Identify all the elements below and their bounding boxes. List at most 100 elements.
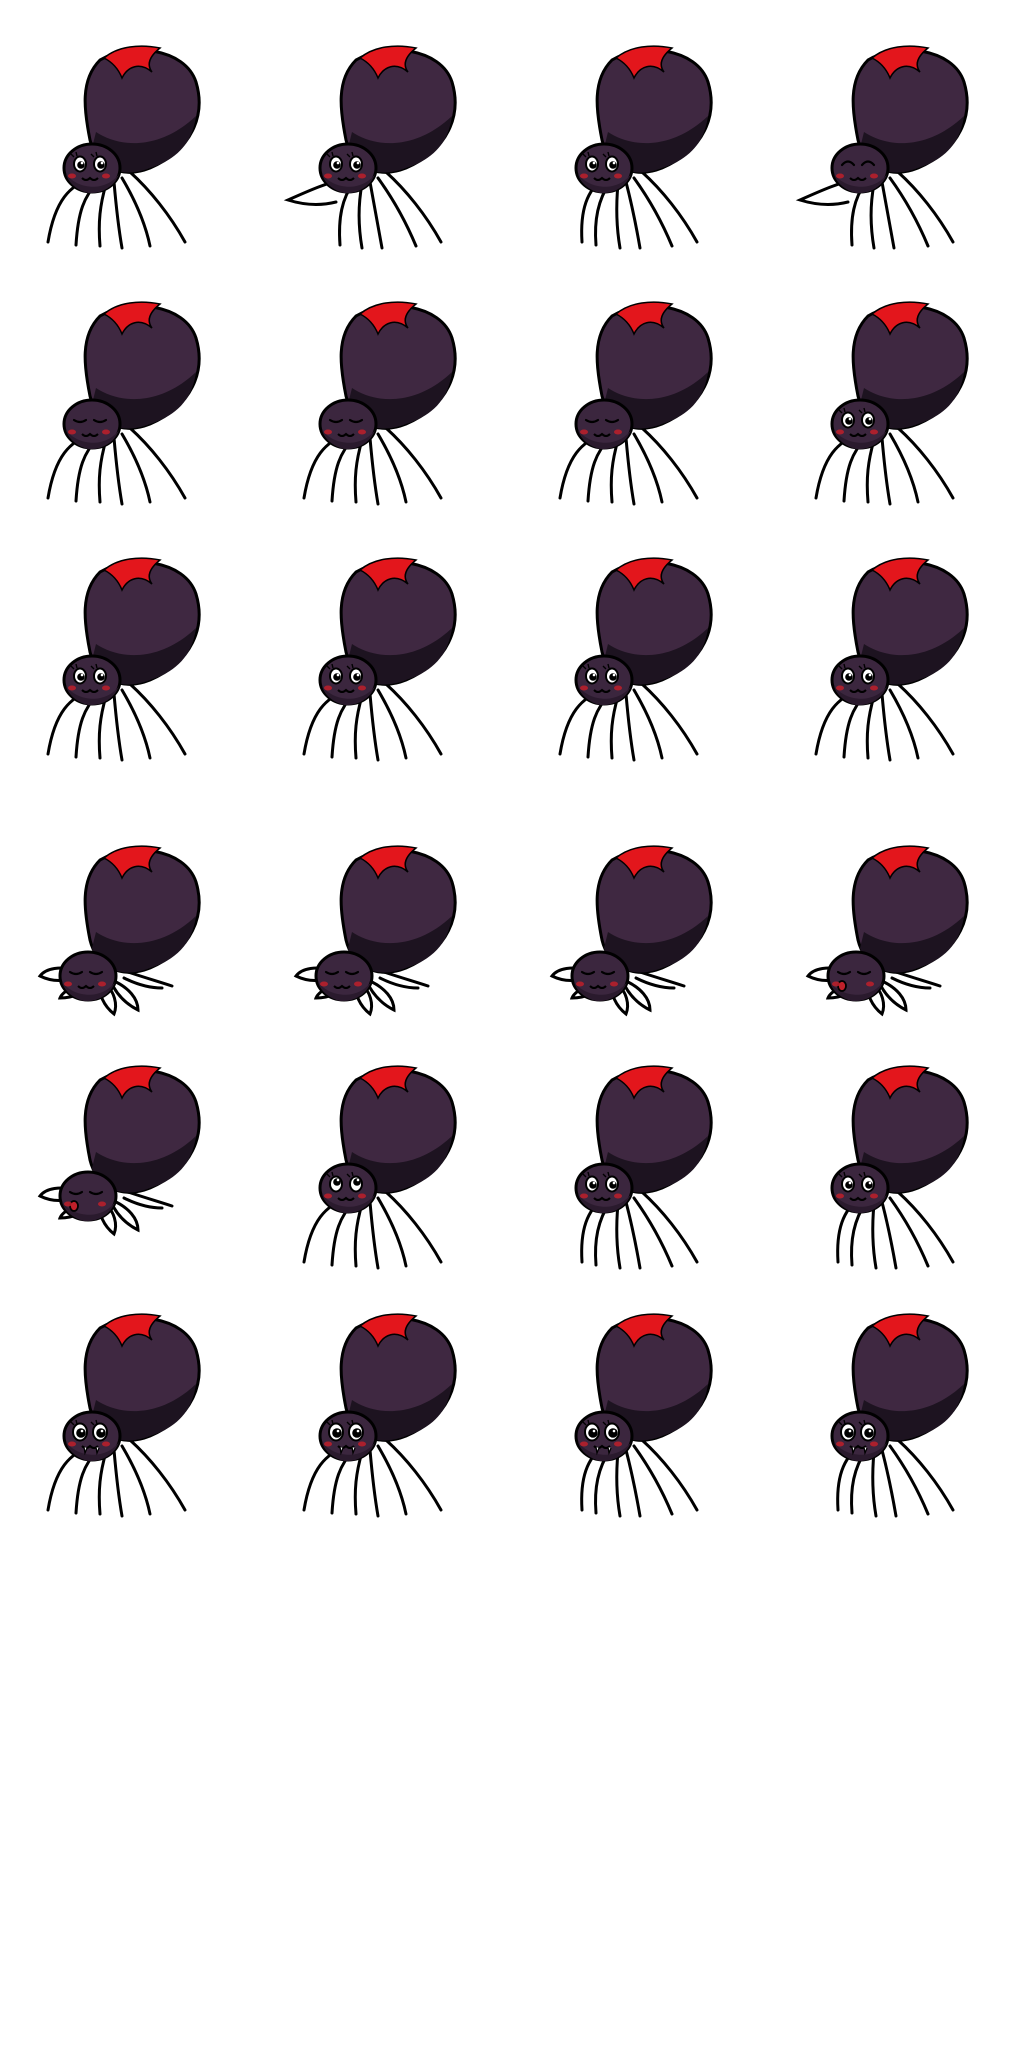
right-eye-glint [100,1429,104,1433]
leg-4 [624,180,642,250]
mouth [849,176,867,181]
red-marking [358,845,418,880]
left-lashes [582,1171,590,1178]
blush-left [580,173,588,179]
leg-6 [896,682,955,756]
leg-4 [876,978,908,1013]
leg-5 [376,176,418,248]
spider-sprite [37,1065,201,1237]
sprite-frame [768,512,1024,768]
blush-right [98,981,106,987]
blush-right [358,1441,366,1447]
right-eye-glint [868,673,872,677]
leg-4 [112,436,124,506]
leg-4 [880,180,896,250]
right-lashes [346,1419,354,1426]
red-marking [614,845,674,880]
red-marking [358,557,418,592]
spider [293,845,457,1017]
blush-right [614,1193,622,1199]
left-eye-glint [592,1181,596,1185]
right-pupil [608,1428,618,1438]
leg-6 [384,1438,443,1512]
mouth-open [837,980,847,992]
spider-sprite [830,1313,969,1518]
head-shadow [62,982,115,1002]
spider [549,845,713,1017]
right-lashes [90,663,98,670]
leg-5 [122,976,164,990]
head-shadow [66,686,119,706]
legs [302,1438,443,1518]
leg-5 [120,688,152,760]
spider [814,301,969,506]
right-eye-closed [344,970,360,976]
blush-right [614,685,622,691]
left-pupil [76,1428,86,1438]
right-pupil [96,1428,106,1438]
leg-6 [896,170,955,244]
left-eye-glint [592,1429,596,1433]
red-marking [102,845,162,880]
leg-6 [640,682,699,756]
mouth [849,432,867,437]
sprite-frame [256,256,512,512]
left-eye-closed [72,418,88,424]
left-lashes [326,151,334,158]
leg-6 [384,682,443,756]
left-lashes [70,663,78,670]
blush-left [68,1441,76,1447]
head-shadow [66,174,119,194]
mouth [849,688,867,693]
mouth [593,432,611,437]
spider-sprite [46,301,201,506]
right-eye-glint [868,1429,872,1433]
mouth [337,432,355,437]
right-eye-closed [88,1190,104,1196]
head-shadow [834,430,887,450]
spider-sprite [574,45,713,250]
leg-5 [120,432,152,504]
mouth [593,688,611,693]
spider-sprite [302,301,457,506]
left-eye-glint [336,161,340,165]
leg-6 [896,1190,955,1264]
mouth [337,176,355,181]
leg-4 [112,180,124,250]
blush-right [102,173,110,179]
blush-left [580,429,588,435]
right-lashes [602,151,610,158]
sprite-frame [0,256,256,512]
leg-4 [108,1198,140,1233]
spider-sprite [302,1065,457,1270]
head-shadow [66,1442,119,1462]
blush-left [836,429,844,435]
leg-6 [896,1438,955,1512]
right-eye-closed [88,970,104,976]
red-marking [102,45,162,80]
head-shadow [322,174,375,194]
abdomen-shadow [92,916,196,973]
spider-sprite [302,557,457,762]
leg-6 [128,170,187,244]
left-eye-glint [80,673,84,677]
leg-5 [890,976,932,990]
left-lashes [70,151,78,158]
leg-6 [128,1438,187,1512]
right-lashes [602,1171,610,1178]
right-eye-glint [868,417,872,421]
leg-3 [353,694,364,760]
leg-5 [888,176,930,248]
head-shadow [322,1442,375,1462]
blush-right [614,1441,622,1447]
left-pupil [588,1428,598,1438]
leg-5 [632,176,674,248]
blush-left [836,685,844,691]
blush-right [614,429,622,435]
leg-5 [378,976,420,990]
left-lashes [838,1419,846,1426]
leg-5 [376,1444,408,1516]
red-marking [102,557,162,592]
spider-sprite [46,1313,201,1518]
blush-right [870,1193,878,1199]
